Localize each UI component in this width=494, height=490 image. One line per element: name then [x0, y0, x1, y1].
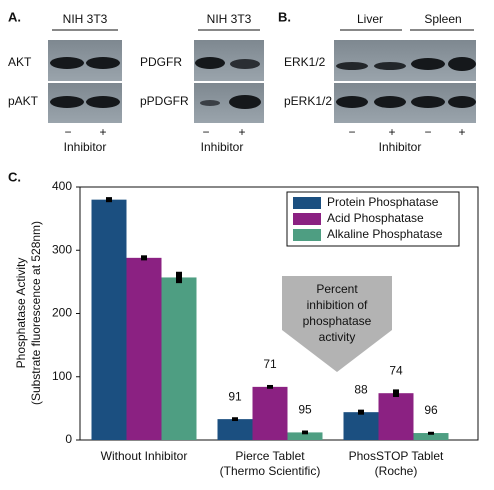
- bar: [126, 257, 162, 440]
- blot-footer: Inhibitor: [64, 140, 107, 154]
- bar: [378, 393, 414, 440]
- callout-text: inhibition of: [307, 298, 368, 312]
- error-bar: [358, 409, 364, 415]
- blot-header: Liver: [357, 12, 383, 26]
- y-tick-label: 0: [65, 432, 72, 446]
- bar: [161, 277, 197, 440]
- callout-text: phosphatase: [303, 314, 372, 328]
- lane-sign: −: [348, 125, 355, 139]
- legend-swatch: [293, 229, 321, 241]
- error-bar: [393, 389, 399, 397]
- inhibition-label: 88: [354, 382, 368, 396]
- blot: NIH 3T3 PDGFR pPDGFR − + Inhibitor: [140, 12, 264, 154]
- y-axis-label: Phosphatase Activity: [14, 258, 28, 369]
- error-bar: [176, 271, 182, 284]
- panel-label: B.: [278, 9, 291, 24]
- y-tick-label: 300: [52, 242, 72, 256]
- legend-swatch: [293, 197, 321, 209]
- panel-label: A.: [8, 9, 21, 24]
- error-bar: [106, 197, 112, 203]
- legend-label: Alkaline Phosphatase: [327, 227, 443, 241]
- lane-sign: −: [64, 125, 71, 139]
- lane-sign: −: [424, 125, 431, 139]
- x-tick-label: PhosSTOP Tablet (Roche): [349, 449, 444, 478]
- blot: NIH 3T3 AKT pAKT − + Inhibitor: [8, 12, 122, 154]
- legend-label: Protein Phosphatase: [327, 195, 439, 209]
- callout: [282, 276, 392, 372]
- legend-label: Acid Phosphatase: [327, 211, 424, 225]
- error-bar: [141, 255, 147, 261]
- inhibition-label: 74: [389, 363, 403, 377]
- x-tick-label: Pierce Tablet (Thermo Scientific): [220, 449, 321, 478]
- callout-text: Percent: [316, 282, 358, 296]
- row-label: AKT: [8, 55, 32, 69]
- error-bar: [428, 431, 434, 435]
- bar: [343, 412, 379, 440]
- blot-header: NIH 3T3: [63, 12, 108, 26]
- lane-sign: +: [238, 125, 245, 139]
- row-label: pAKT: [8, 94, 39, 108]
- bar: [217, 419, 253, 440]
- lane-sign: +: [458, 125, 465, 139]
- bar: [287, 432, 323, 440]
- inhibition-label: 71: [263, 357, 277, 371]
- error-bar: [232, 417, 238, 422]
- x-tick-label: Without Inhibitor: [101, 449, 188, 463]
- y-axis-label: (Substrate fluorescence at 528nm): [29, 221, 43, 405]
- callout-text: activity: [319, 330, 356, 344]
- panel-label: C.: [8, 169, 21, 184]
- blot-header: Spleen: [424, 12, 461, 26]
- inhibition-label: 96: [424, 403, 438, 417]
- blot-header: NIH 3T3: [207, 12, 252, 26]
- blot-footer: Inhibitor: [201, 140, 244, 154]
- lane-sign: +: [99, 125, 106, 139]
- y-tick-label: 200: [52, 306, 72, 320]
- bar: [413, 433, 449, 440]
- y-tick-label: 100: [52, 369, 72, 383]
- error-bar: [267, 384, 273, 389]
- error-bar: [302, 430, 308, 435]
- inhibition-label: 91: [228, 389, 242, 403]
- row-label: pPDGFR: [140, 94, 189, 108]
- bar: [252, 386, 288, 440]
- legend-swatch: [293, 213, 321, 225]
- lane-sign: +: [388, 125, 395, 139]
- blot-footer: Inhibitor: [379, 140, 422, 154]
- bar: [91, 199, 127, 440]
- row-label: PDGFR: [140, 55, 182, 69]
- y-tick-label: 400: [52, 179, 72, 193]
- row-label: pERK1/2: [284, 94, 332, 108]
- blot: Liver Spleen ERK1/2 pERK1/2 − + − + Inhi…: [284, 12, 476, 154]
- inhibition-label: 95: [298, 403, 312, 417]
- lane-sign: −: [202, 125, 209, 139]
- row-label: ERK1/2: [284, 55, 326, 69]
